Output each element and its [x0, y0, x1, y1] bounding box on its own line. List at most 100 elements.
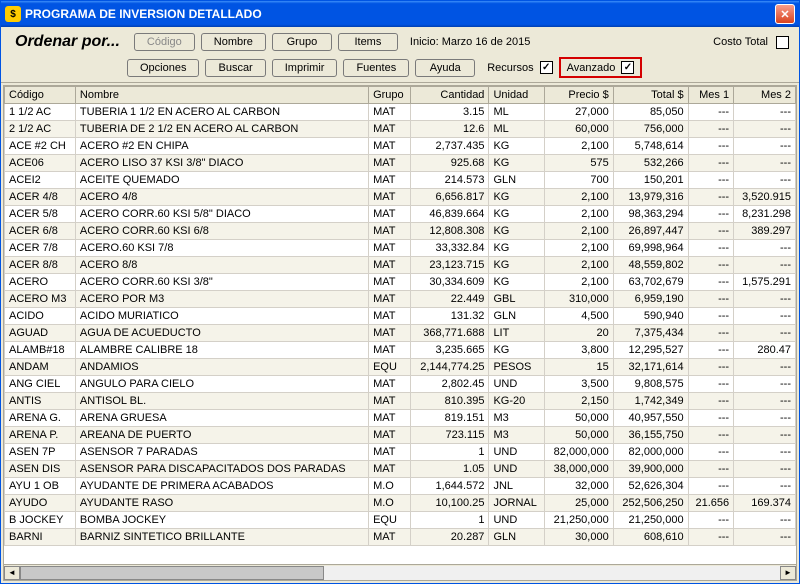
cell: 1: [411, 444, 489, 461]
cell: 4,500: [545, 308, 613, 325]
scroll-thumb[interactable]: [20, 566, 324, 580]
cell: 1: [411, 512, 489, 529]
table-row[interactable]: B JOCKEYBOMBA JOCKEYEQU1UND21,250,00021,…: [5, 512, 796, 529]
table-row[interactable]: ACE06ACERO LISO 37 KSI 3/8" DIACOMAT925.…: [5, 155, 796, 172]
table-row[interactable]: ANG CIELANGULO PARA CIELOMAT2,802.45UND3…: [5, 376, 796, 393]
cell: ASENSOR 7 PARADAS: [75, 444, 368, 461]
cell: 3,520.915: [734, 189, 796, 206]
cell: ACERO M3: [5, 291, 76, 308]
scroll-right-icon[interactable]: ►: [780, 566, 796, 580]
cell: MAT: [369, 393, 411, 410]
table-row[interactable]: ARENA P.AREANA DE PUERTOMAT723.115M350,0…: [5, 427, 796, 444]
table-row[interactable]: AYU 1 OBAYUDANTE DE PRIMERA ACABADOSM.O1…: [5, 478, 796, 495]
table-row[interactable]: ASEN 7PASENSOR 7 PARADASMAT1UND82,000,00…: [5, 444, 796, 461]
cell: 21.656: [688, 495, 734, 512]
costo-total-checkbox[interactable]: [776, 36, 789, 49]
cell: 2,100: [545, 240, 613, 257]
cell: ---: [688, 206, 734, 223]
table-row[interactable]: ARENA G.ARENA GRUESAMAT819.151M350,00040…: [5, 410, 796, 427]
cell: ---: [688, 427, 734, 444]
cell: ---: [734, 478, 796, 495]
cell: 22.449: [411, 291, 489, 308]
table-row[interactable]: ACER 6/8ACERO CORR.60 KSI 6/8MAT12,808.3…: [5, 223, 796, 240]
table-row[interactable]: ACER 5/8ACERO CORR.60 KSI 5/8" DIACOMAT4…: [5, 206, 796, 223]
cell: MAT: [369, 223, 411, 240]
col-header[interactable]: Cantidad: [411, 87, 489, 104]
col-header[interactable]: Nombre: [75, 87, 368, 104]
codigo-button[interactable]: Código: [134, 33, 195, 51]
table-row[interactable]: ACIDOACIDO MURIATICOMAT131.32GLN4,500590…: [5, 308, 796, 325]
opciones-button[interactable]: Opciones: [127, 59, 199, 77]
table-row[interactable]: 1 1/2 ACTUBERIA 1 1/2 EN ACERO AL CARBON…: [5, 104, 796, 121]
table-row[interactable]: ACER 4/8ACERO 4/8MAT6,656.817KG2,10013,9…: [5, 189, 796, 206]
col-header[interactable]: Mes 2: [734, 87, 796, 104]
avanzado-checkbox[interactable]: [621, 61, 634, 74]
cell: 1,644.572: [411, 478, 489, 495]
table-row[interactable]: ANDAMANDAMIOSEQU2,144,774.25PESOS1532,17…: [5, 359, 796, 376]
imprimir-button[interactable]: Imprimir: [272, 59, 338, 77]
cell: 21,250,000: [613, 512, 688, 529]
table-row[interactable]: ACERO M3ACERO POR M3MAT22.449GBL310,0006…: [5, 291, 796, 308]
cell: ---: [688, 308, 734, 325]
nombre-button[interactable]: Nombre: [201, 33, 266, 51]
recursos-checkbox[interactable]: [540, 61, 553, 74]
cell: 2 1/2 AC: [5, 121, 76, 138]
table-row[interactable]: ALAMB#18ALAMBRE CALIBRE 18MAT3,235.665KG…: [5, 342, 796, 359]
table-row[interactable]: ANTISANTISOL BL.MAT810.395KG-202,1501,74…: [5, 393, 796, 410]
table-row[interactable]: AYUDOAYUDANTE RASOM.O10,100.25JORNAL25,0…: [5, 495, 796, 512]
cell: ---: [688, 223, 734, 240]
ayuda-button[interactable]: Ayuda: [415, 59, 475, 77]
app-window: $ PROGRAMA DE INVERSION DETALLADO ✕ Orde…: [0, 0, 800, 584]
cell: TUBERIA 1 1/2 EN ACERO AL CARBON: [75, 104, 368, 121]
cell: 27,000: [545, 104, 613, 121]
grupo-button[interactable]: Grupo: [272, 33, 332, 51]
table-scroll[interactable]: CódigoNombreGrupoCantidadUnidadPrecio $T…: [4, 86, 796, 564]
cell: 26,897,447: [613, 223, 688, 240]
table-row[interactable]: ACER 8/8ACERO 8/8MAT23,123.715KG2,10048,…: [5, 257, 796, 274]
scroll-left-icon[interactable]: ◄: [4, 566, 20, 580]
table-row[interactable]: ACEROACERO CORR.60 KSI 3/8"MAT30,334.609…: [5, 274, 796, 291]
cell: AYUDO: [5, 495, 76, 512]
fuentes-button[interactable]: Fuentes: [343, 59, 409, 77]
cell: BOMBA JOCKEY: [75, 512, 368, 529]
table-row[interactable]: 2 1/2 ACTUBERIA DE 2 1/2 EN ACERO AL CAR…: [5, 121, 796, 138]
table-row[interactable]: BARNIBARNIZ SINTETICO BRILLANTEMAT20.287…: [5, 529, 796, 546]
cell: M.O: [369, 478, 411, 495]
cell: GBL: [489, 291, 545, 308]
cell: 2,737.435: [411, 138, 489, 155]
ordenar-label: Ordenar por...: [15, 33, 120, 51]
cell: 30,334.609: [411, 274, 489, 291]
cell: ---: [688, 155, 734, 172]
items-button[interactable]: Items: [338, 33, 398, 51]
col-header[interactable]: Código: [5, 87, 76, 104]
cell: 2,100: [545, 257, 613, 274]
cell: 280.47: [734, 342, 796, 359]
cell: ALAMBRE CALIBRE 18: [75, 342, 368, 359]
col-header[interactable]: Total $: [613, 87, 688, 104]
cell: 6,959,190: [613, 291, 688, 308]
cell: 2,100: [545, 206, 613, 223]
cell: 1 1/2 AC: [5, 104, 76, 121]
table-row[interactable]: ACER 7/8ACERO.60 KSI 7/8MAT33,332.84KG2,…: [5, 240, 796, 257]
cell: ASEN 7P: [5, 444, 76, 461]
cell: 368,771.688: [411, 325, 489, 342]
cell: MAT: [369, 308, 411, 325]
cell: ---: [688, 393, 734, 410]
table-row[interactable]: ASEN DISASENSOR PARA DISCAPACITADOS DOS …: [5, 461, 796, 478]
col-header[interactable]: Mes 1: [688, 87, 734, 104]
scroll-track[interactable]: [20, 566, 780, 580]
cell: ---: [734, 376, 796, 393]
cell: 50,000: [545, 427, 613, 444]
col-header[interactable]: Unidad: [489, 87, 545, 104]
cell: JNL: [489, 478, 545, 495]
col-header[interactable]: Precio $: [545, 87, 613, 104]
buscar-button[interactable]: Buscar: [205, 59, 265, 77]
cell: ---: [734, 461, 796, 478]
cell: 2,144,774.25: [411, 359, 489, 376]
table-row[interactable]: ACEI2ACEITE QUEMADOMAT214.573GLN700150,2…: [5, 172, 796, 189]
table-row[interactable]: ACE #2 CHACERO #2 EN CHIPAMAT2,737.435KG…: [5, 138, 796, 155]
horizontal-scrollbar[interactable]: ◄ ►: [4, 564, 796, 580]
col-header[interactable]: Grupo: [369, 87, 411, 104]
table-row[interactable]: AGUADAGUA DE ACUEDUCTOMAT368,771.688LIT2…: [5, 325, 796, 342]
close-button[interactable]: ✕: [775, 4, 795, 24]
